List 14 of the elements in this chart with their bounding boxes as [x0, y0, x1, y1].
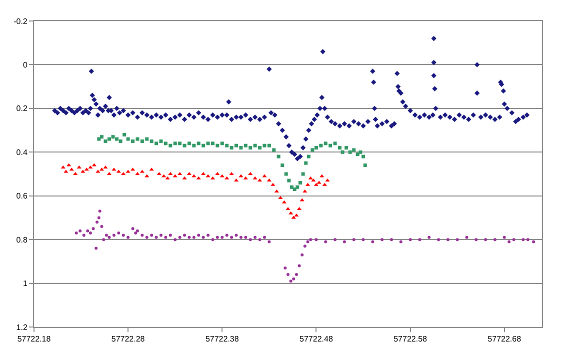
x-tick-label: 57722.18 [17, 334, 52, 344]
y-tick-label: -0.2 [14, 16, 28, 26]
y-tick-label: 0 [22, 60, 28, 70]
x-tick-label: 57722.58 [394, 334, 428, 344]
y-tick-label: 1 [22, 279, 28, 288]
y-tick-label: 0.8 [16, 235, 28, 244]
x-tick-label: 57722.48 [300, 334, 334, 344]
x-tick-label: 57722.38 [205, 334, 240, 344]
x-tick-label: 57722.28 [111, 334, 146, 344]
y-tick-label: 0.4 [16, 148, 28, 157]
y-tick-label: 1.2 [16, 322, 28, 332]
x-tick-label: 57722.68 [488, 334, 522, 344]
y-tick-label: 0.2 [16, 104, 28, 114]
y-tick-label: 0.6 [16, 192, 28, 201]
